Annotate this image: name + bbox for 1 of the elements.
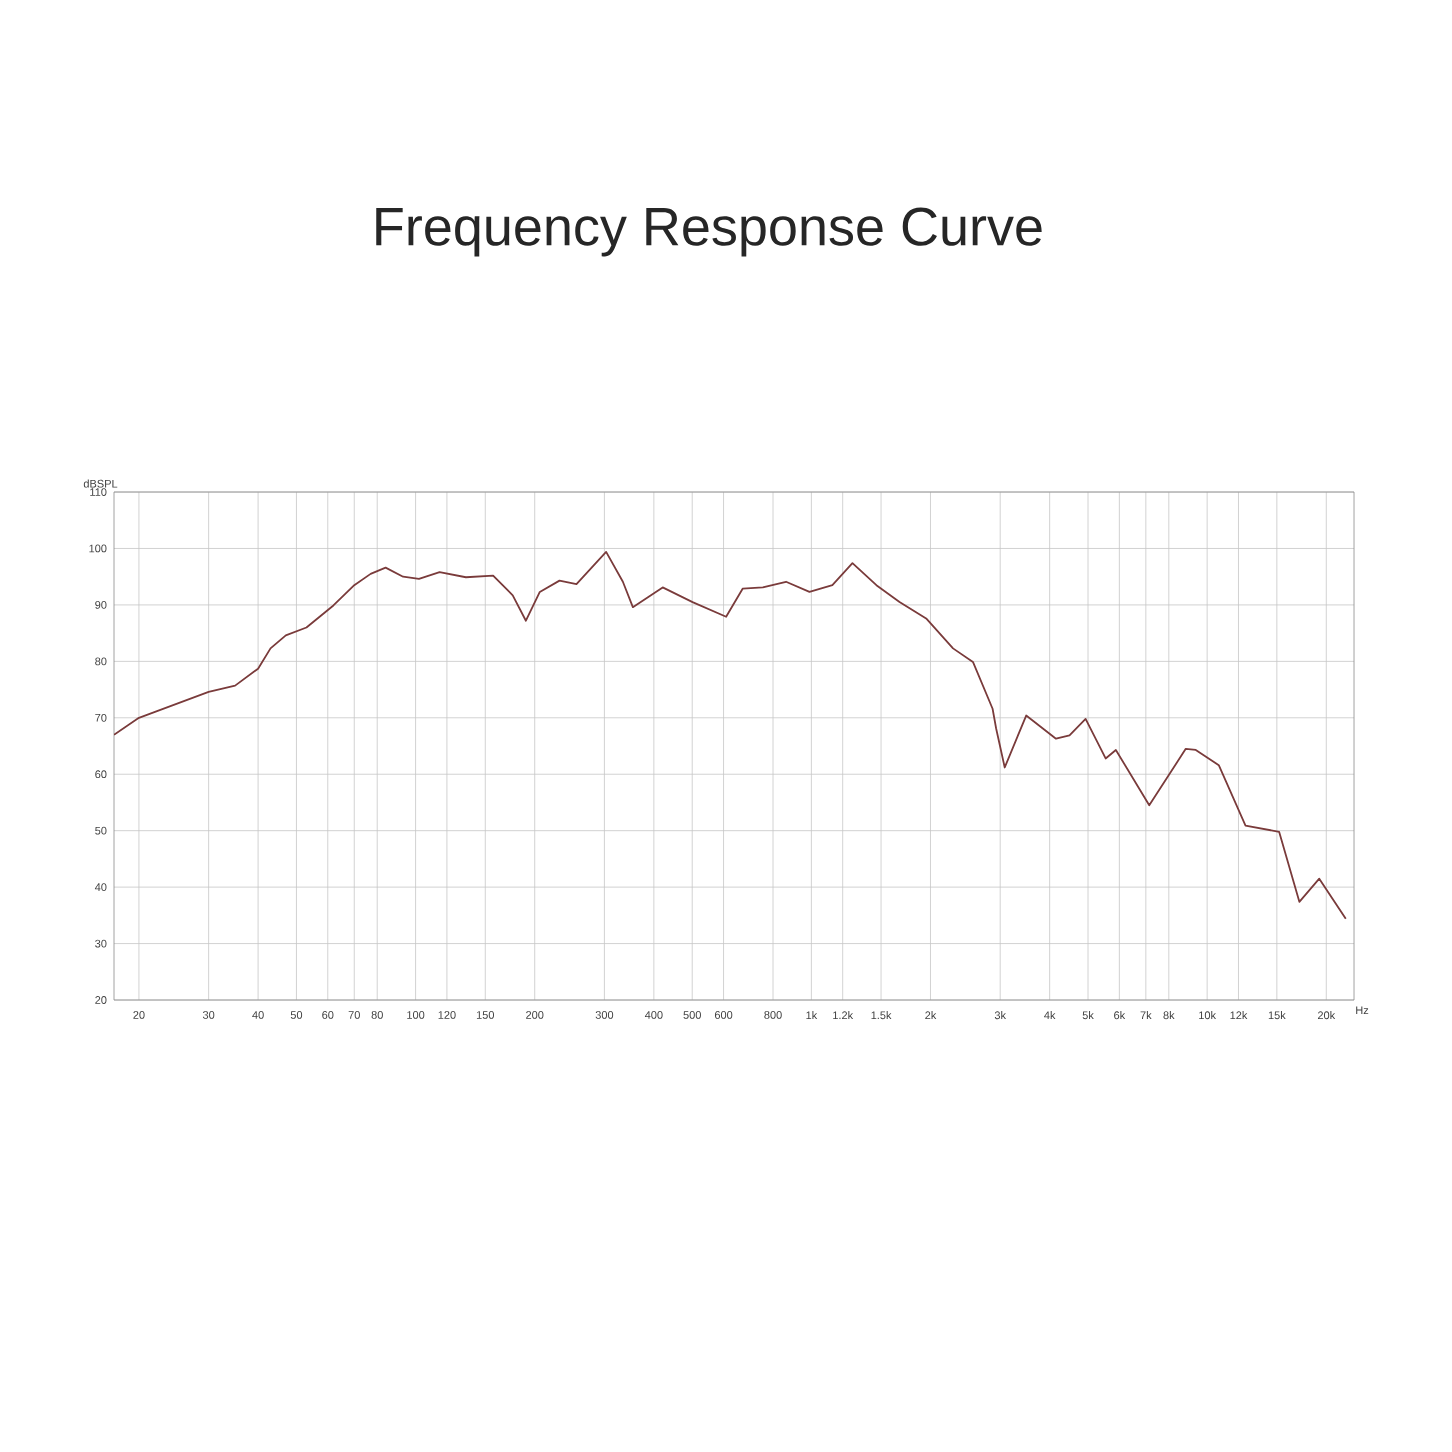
- chart-title: Frequency Response Curve: [376, 207, 1042, 257]
